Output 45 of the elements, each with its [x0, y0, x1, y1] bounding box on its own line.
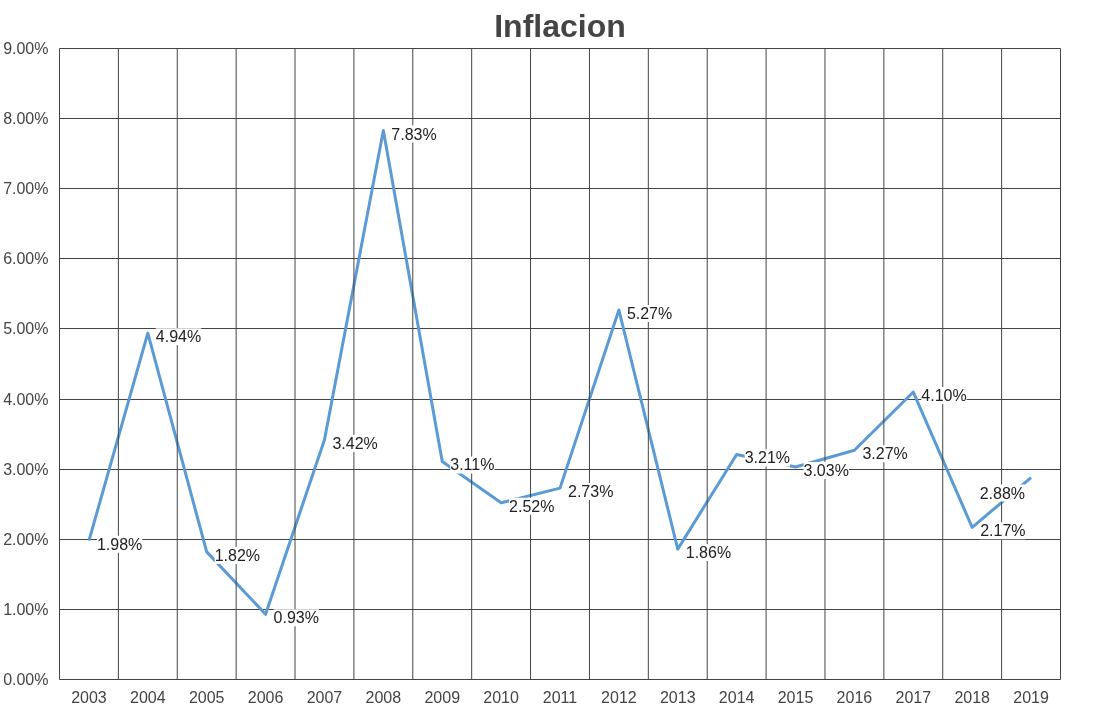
y-tick-label: 1.00% — [3, 600, 49, 618]
text: 7.83% — [391, 125, 437, 143]
text: 3.27% — [862, 445, 908, 463]
x-tick-label: 2010 — [483, 688, 520, 706]
text: 4.10% — [921, 387, 967, 405]
text: 2.73% — [568, 483, 614, 501]
x-tick-label: 2007 — [306, 688, 343, 706]
x-tick-label: 2005 — [188, 688, 225, 706]
y-tick-label: 0.00% — [3, 671, 49, 688]
y-tick-label: 7.00% — [3, 180, 49, 198]
x-tick-label: 2006 — [247, 688, 284, 706]
x-tick-label: 2017 — [895, 688, 932, 706]
text: 3.03% — [803, 462, 849, 480]
x-tick-label: 2016 — [836, 688, 873, 706]
x-tick-label: 2019 — [1013, 688, 1049, 706]
text: 2.88% — [979, 484, 1026, 502]
text: 3.42% — [332, 434, 378, 452]
y-tick-label: 3.00% — [3, 460, 49, 478]
text: 3.21% — [744, 449, 791, 467]
y-tick-label: 5.00% — [3, 320, 49, 338]
y-tick-label: 2.00% — [3, 530, 49, 548]
x-tick-label: 2018 — [954, 688, 991, 706]
x-tick-label: 2008 — [365, 688, 402, 706]
x-tick-label: 2013 — [659, 688, 696, 706]
text: 3.11% — [450, 456, 495, 474]
y-tick-label: 6.00% — [3, 250, 49, 268]
x-tick-label: 2012 — [601, 688, 637, 706]
y-tick-label: 8.00% — [3, 110, 49, 128]
text: 1.82% — [214, 546, 261, 564]
text: 0.93% — [273, 609, 319, 627]
chart-title: Inflacion — [494, 7, 626, 44]
x-tick-label: 2009 — [424, 688, 461, 706]
x-tick-label: 2015 — [777, 688, 814, 706]
x-tick-label: 2003 — [71, 688, 107, 706]
y-tick-label: 9.00% — [3, 40, 49, 57]
x-tick-label: 2011 — [542, 688, 578, 706]
x-tick-label: 2014 — [718, 688, 755, 706]
y-tick-label: 4.00% — [3, 390, 49, 408]
text: 1.86% — [685, 544, 732, 562]
text: 4.94% — [155, 328, 202, 346]
text: 2.17% — [980, 522, 1026, 540]
text: 5.27% — [626, 305, 673, 323]
text: 1.98% — [96, 535, 143, 553]
x-tick-label: 2004 — [130, 688, 166, 706]
text: 2.52% — [509, 497, 555, 515]
